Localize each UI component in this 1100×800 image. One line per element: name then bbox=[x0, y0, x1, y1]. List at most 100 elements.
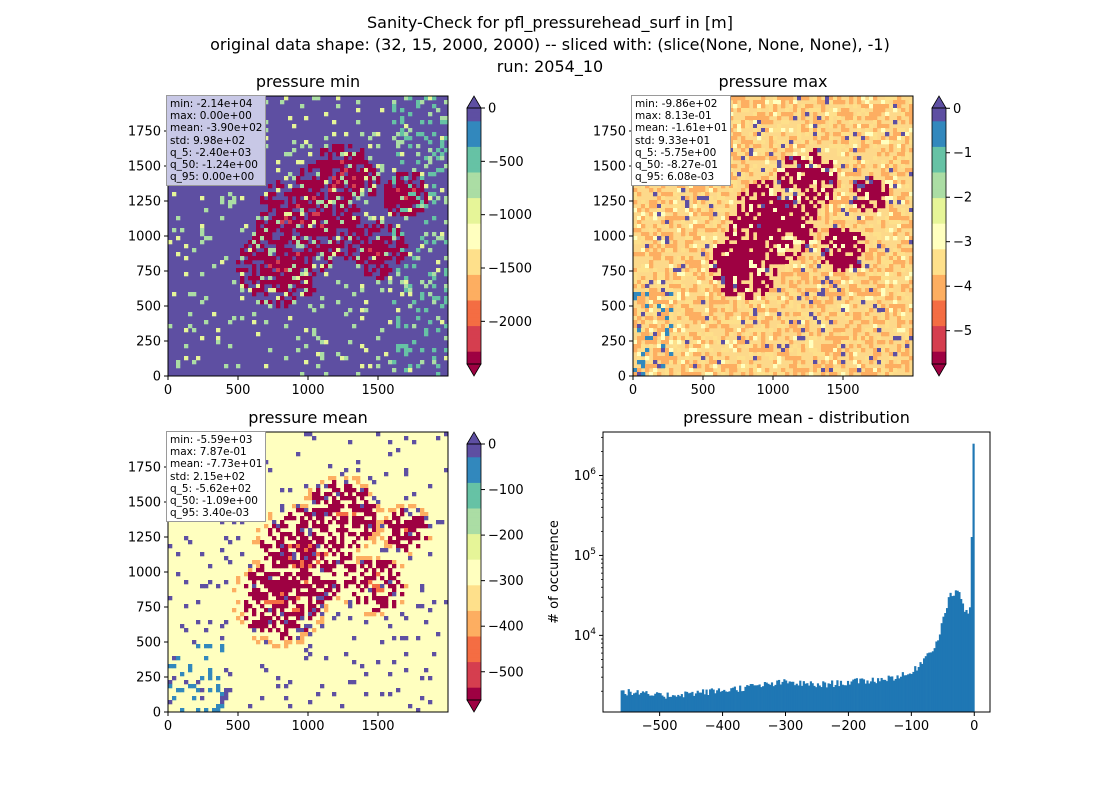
map-cell bbox=[725, 240, 730, 245]
map-cell bbox=[829, 112, 834, 117]
map-cell bbox=[829, 336, 834, 341]
map-cell bbox=[256, 240, 261, 245]
map-cell bbox=[348, 184, 353, 189]
map-cell bbox=[240, 252, 245, 257]
map-cell bbox=[649, 212, 654, 217]
map-cell bbox=[709, 276, 714, 281]
map-cell bbox=[705, 308, 710, 313]
map-cell bbox=[877, 152, 882, 157]
map-cell bbox=[717, 288, 722, 293]
map-cell bbox=[360, 152, 365, 157]
map-cell bbox=[801, 160, 806, 165]
map-cell bbox=[308, 168, 313, 173]
map-cell bbox=[332, 144, 337, 149]
map-cell bbox=[328, 476, 333, 481]
map-cell bbox=[304, 196, 309, 201]
map-cell bbox=[416, 152, 421, 157]
map-cell bbox=[292, 580, 297, 585]
map-cell bbox=[368, 156, 373, 161]
map-cell bbox=[256, 232, 261, 237]
map-cell bbox=[336, 180, 341, 185]
map-cell bbox=[713, 248, 718, 253]
x-tick-label: 0 bbox=[629, 383, 637, 398]
map-cell bbox=[821, 196, 826, 201]
map-cell bbox=[873, 140, 878, 145]
map-cell bbox=[236, 260, 241, 265]
map-cell bbox=[192, 328, 197, 333]
map-cell bbox=[857, 224, 862, 229]
map-cell bbox=[340, 544, 345, 549]
map-cell bbox=[881, 124, 886, 129]
map-cell bbox=[304, 556, 309, 561]
map-cell bbox=[789, 188, 794, 193]
map-cell bbox=[797, 236, 802, 241]
map-cell bbox=[188, 324, 193, 329]
map-cell bbox=[833, 100, 838, 105]
map-cell bbox=[320, 480, 325, 485]
map-cell bbox=[713, 212, 718, 217]
map-cell bbox=[292, 596, 297, 601]
map-cell bbox=[344, 192, 349, 197]
map-cell bbox=[889, 252, 894, 257]
map-cell bbox=[424, 240, 429, 245]
map-cell bbox=[785, 236, 790, 241]
map-cell bbox=[725, 308, 730, 313]
map-cell bbox=[380, 108, 385, 113]
colorbar-segment bbox=[467, 308, 481, 314]
map-cell bbox=[332, 484, 337, 489]
map-cell bbox=[765, 324, 770, 329]
map-cell bbox=[288, 252, 293, 257]
map-cell bbox=[641, 304, 646, 309]
map-cell bbox=[332, 228, 337, 233]
map-cell bbox=[396, 224, 401, 229]
map-cell bbox=[857, 172, 862, 177]
map-cell bbox=[829, 180, 834, 185]
map-cell bbox=[745, 100, 750, 105]
map-cell bbox=[893, 96, 898, 101]
map-cell bbox=[420, 236, 425, 241]
map-cell bbox=[897, 228, 902, 233]
map-cell bbox=[837, 272, 842, 277]
map-cell bbox=[296, 224, 301, 229]
map-cell bbox=[272, 608, 277, 613]
map-cell bbox=[713, 336, 718, 341]
map-cell bbox=[392, 120, 397, 125]
map-cell bbox=[693, 320, 698, 325]
map-cell bbox=[236, 576, 241, 581]
map-cell bbox=[833, 240, 838, 245]
map-cell bbox=[396, 256, 401, 261]
map-cell bbox=[404, 288, 409, 293]
map-cell bbox=[324, 208, 329, 213]
map-cell bbox=[817, 364, 822, 369]
map-cell bbox=[196, 644, 201, 649]
map-cell bbox=[296, 596, 301, 601]
map-cell bbox=[332, 148, 337, 153]
map-cell bbox=[829, 296, 834, 301]
map-cell bbox=[897, 292, 902, 297]
map-cell bbox=[693, 344, 698, 349]
map-cell bbox=[877, 212, 882, 217]
map-cell bbox=[733, 252, 738, 257]
map-cell bbox=[885, 372, 890, 377]
map-cell bbox=[653, 276, 658, 281]
map-cell bbox=[352, 224, 357, 229]
map-cell bbox=[761, 256, 766, 261]
map-cell bbox=[837, 196, 842, 201]
map-cell bbox=[344, 584, 349, 589]
map-cell bbox=[248, 592, 253, 597]
map-cell bbox=[649, 296, 654, 301]
map-cell bbox=[276, 220, 281, 225]
map-cell bbox=[396, 184, 401, 189]
map-cell bbox=[901, 256, 906, 261]
map-cell bbox=[340, 164, 345, 169]
map-cell bbox=[817, 132, 822, 137]
map-cell bbox=[400, 244, 405, 249]
map-cell bbox=[661, 248, 666, 253]
map-cell bbox=[280, 560, 285, 565]
map-cell bbox=[236, 268, 241, 273]
map-cell bbox=[328, 504, 333, 509]
map-cell bbox=[685, 356, 690, 361]
map-cell bbox=[841, 268, 846, 273]
map-cell bbox=[833, 216, 838, 221]
map-cell bbox=[400, 184, 405, 189]
